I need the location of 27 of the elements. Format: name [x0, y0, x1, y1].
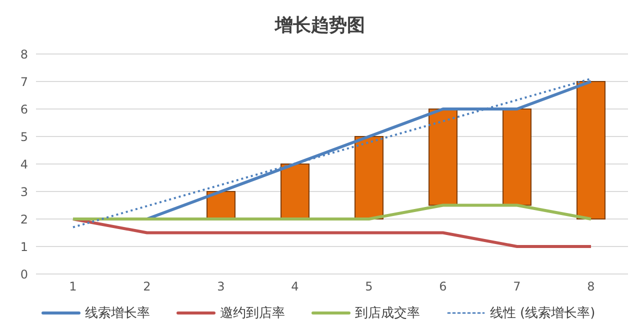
- x-tick-label: 3: [217, 280, 225, 294]
- bar: [354, 136, 384, 220]
- y-tick-label: 3: [20, 184, 28, 199]
- x-tick-label: 6: [439, 280, 447, 294]
- y-tick-label: 7: [20, 74, 28, 89]
- y-tick-label: 0: [20, 267, 28, 282]
- bar: [576, 81, 606, 220]
- x-tick-label: 5: [365, 280, 373, 294]
- legend-label: 邀约到店率: [220, 305, 285, 322]
- chart-title: 增长趋势图: [274, 14, 366, 38]
- y-tick-label: 4: [20, 157, 28, 172]
- y-tick-label: 6: [20, 102, 28, 116]
- bar: [428, 108, 458, 206]
- bar: [502, 108, 532, 206]
- y-tick-label: 2: [20, 212, 28, 226]
- legend-label: 线性 (线索增长率): [490, 305, 596, 322]
- x-tick-label: 2: [143, 280, 151, 294]
- legend-label: 到店成交率: [354, 305, 420, 322]
- y-tick-label: 5: [20, 130, 28, 144]
- y-tick-label: 1: [20, 240, 28, 254]
- x-tick-label: 7: [513, 280, 521, 294]
- x-tick-label: 1: [69, 280, 77, 294]
- legend-label: 线索增长率: [84, 305, 150, 322]
- x-tick-label: 8: [587, 280, 595, 294]
- bar: [280, 164, 310, 220]
- x-tick-label: 4: [291, 280, 299, 294]
- y-tick-label: 8: [20, 47, 28, 62]
